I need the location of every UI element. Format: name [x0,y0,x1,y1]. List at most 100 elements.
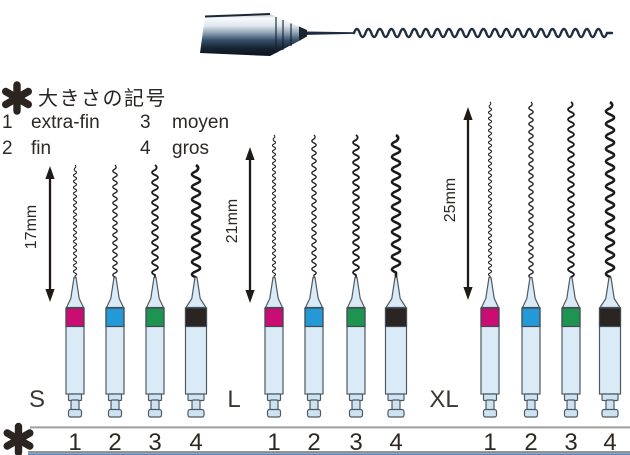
handle-cone [304,276,324,309]
latch-stem [391,399,401,411]
file-s-3 [145,164,165,418]
size-color-band [521,307,541,328]
spiral-wire [352,134,360,280]
size-color-band [184,307,208,328]
handpiece-barrel [200,14,270,56]
handle-cone [145,276,165,309]
latch-stem [351,399,361,411]
legend: 大きさの記号 1 extra-fin 2 fin 3 moyen 4 gros [1,81,229,159]
file-xl-1 [480,101,500,418]
latch-foot [306,408,322,418]
size-number-s-2: 2 [108,429,121,455]
size-number-l-3: 3 [349,429,362,455]
file-l-2 [304,134,324,418]
spiral-wire [72,164,78,280]
latch-foot [523,408,539,418]
asterisk-icon [1,81,33,115]
arrowhead-up-icon [245,147,255,160]
legend-heading: 大きさの記号 [38,87,167,110]
latch-stem [269,399,279,411]
legend-item-num: 2 [2,138,13,159]
legend-item-num: 1 [2,112,13,133]
group-label-s: S [29,386,45,413]
size-number-l-2: 2 [307,429,320,455]
spiral-wire [271,134,277,280]
group-label-xl: XL [429,386,458,413]
spiral-wire [390,133,402,280]
latch-stem [526,399,536,411]
arrowhead-down-icon [463,287,473,300]
latch-stem [605,399,615,411]
latch-foot [147,408,163,418]
latch-stem [110,399,120,411]
latch-stem [309,399,319,411]
arrowhead-up-icon [463,107,473,120]
latch-stem [150,399,160,411]
latch-foot [187,408,205,418]
size-color-band [598,307,622,328]
legend-item-label: extra-fin [31,112,100,133]
handle-cone [480,276,500,309]
legend-item-label: moyen [172,112,229,133]
handpiece-barrel-top-edge [204,13,271,18]
legend-item-label: gros [172,138,209,159]
latch-stem [485,399,495,411]
latch-foot [387,408,405,418]
legend-item-num: 3 [140,112,151,133]
file-l-1 [264,134,284,418]
size-color-band [561,307,581,328]
size-color-band [105,307,125,328]
asterisk-icon [3,422,34,455]
file-l-4 [384,133,408,418]
file-xl-2 [521,101,541,418]
handle-cone [521,276,541,309]
handpiece-tip [299,26,307,41]
spiral-wire [604,100,616,280]
handle-cone [264,276,284,309]
size-color-band [304,307,324,328]
latch-stem [566,399,576,411]
legend-item-label: fin [31,138,51,159]
handpiece-illustration [200,13,614,56]
legend-item-num: 4 [140,138,151,159]
handpiece-needle [307,31,354,35]
size-color-band [65,307,85,328]
file-s-1 [65,164,85,418]
length-label-l: 21mm [224,199,241,243]
spiral-wire [487,101,493,280]
size-color-band [264,307,284,328]
size-color-band [145,307,165,328]
file-l-3 [346,134,366,418]
arrowhead-up-icon [45,166,55,179]
size-number-l-1: 1 [267,429,280,455]
length-arrow-l [245,147,255,303]
handle-cone [598,276,622,309]
handle-cone [561,276,581,309]
latch-foot [266,408,282,418]
file-s-4 [184,163,208,418]
size-number-l-4: 4 [389,429,402,455]
latch-stem [70,399,80,411]
latch-foot [601,408,619,418]
latch-foot [348,408,364,418]
size-number-xl-4: 4 [603,429,616,455]
handle-cone [105,276,125,309]
file-xl-3 [561,101,581,418]
file-xl-4 [598,100,622,418]
group-s: 17mm S1 2 3 4 [23,163,208,455]
arrowhead-down-icon [45,289,55,302]
size-color-band [480,307,500,328]
handle-cone [384,276,408,309]
spiral-wire [528,101,534,280]
handle-cone [184,276,208,309]
group-xl: 25mm XL 1 2 3 4 [429,100,622,455]
spiral-wire [190,163,202,280]
latch-stem [191,399,201,411]
spiral-wire [112,164,118,280]
size-color-band [346,307,366,328]
handle-cone [65,276,85,309]
size-number-s-4: 4 [189,429,202,455]
